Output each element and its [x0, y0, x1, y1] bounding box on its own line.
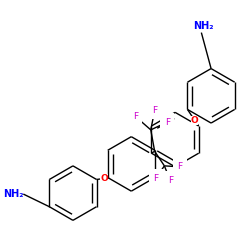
Text: F: F	[168, 176, 173, 185]
Text: F: F	[178, 162, 182, 171]
Text: O: O	[191, 116, 198, 125]
Text: NH₂: NH₂	[193, 21, 214, 31]
Text: F: F	[152, 106, 157, 115]
Text: NH₂: NH₂	[3, 189, 23, 199]
Text: F: F	[133, 112, 138, 121]
Text: F: F	[153, 174, 158, 183]
Text: O: O	[100, 174, 108, 183]
Text: F: F	[165, 118, 170, 126]
